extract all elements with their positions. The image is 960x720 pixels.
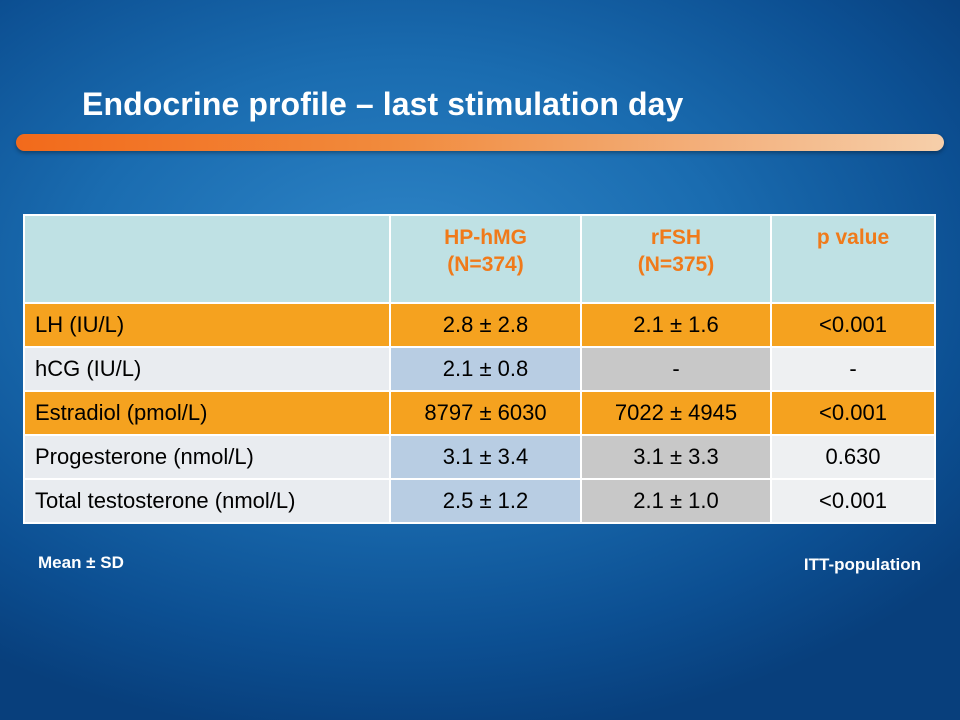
rfsh-value: 7022 ± 4945 bbox=[580, 390, 772, 436]
row-label: Estradiol (pmol/L) bbox=[23, 390, 391, 436]
header-rfsh: rFSH (N=375) bbox=[580, 214, 772, 304]
header-rfsh-name: rFSH bbox=[650, 226, 702, 249]
header-hp-hmg: HP-hMG (N=374) bbox=[389, 214, 582, 304]
hp-hmg-value: 2.5 ± 1.2 bbox=[389, 478, 582, 524]
table-row: Progesterone (nmol/L) 3.1 ± 3.4 3.1 ± 3.… bbox=[23, 434, 936, 480]
rfsh-value: - bbox=[580, 346, 772, 392]
row-label: LH (IU/L) bbox=[23, 302, 391, 348]
row-label: Progesterone (nmol/L) bbox=[23, 434, 391, 480]
p-value: <0.001 bbox=[770, 478, 936, 524]
header-p-value-label: p value bbox=[816, 226, 890, 249]
title-underline-bar bbox=[16, 134, 944, 151]
slide-title: Endocrine profile – last stimulation day bbox=[82, 86, 684, 122]
header-p-value: p value bbox=[770, 214, 936, 304]
rfsh-value: 2.1 ± 1.6 bbox=[580, 302, 772, 348]
header-rfsh-n: (N=375) bbox=[637, 253, 715, 276]
endocrine-profile-table: HP-hMG (N=374) rFSH (N=375) p value LH (… bbox=[23, 214, 936, 524]
rfsh-value: 3.1 ± 3.3 bbox=[580, 434, 772, 480]
footnote-mean-sd: Mean ± SD bbox=[38, 553, 124, 572]
p-value: 0.630 bbox=[770, 434, 936, 480]
header-hp-hmg-n: (N=374) bbox=[447, 253, 524, 276]
header-hp-hmg-name: HP-hMG bbox=[444, 226, 527, 249]
table-header-row: HP-hMG (N=374) rFSH (N=375) p value bbox=[23, 214, 936, 304]
hp-hmg-value: 3.1 ± 3.4 bbox=[389, 434, 582, 480]
table-row: hCG (IU/L) 2.1 ± 0.8 - - bbox=[23, 346, 936, 392]
p-value: <0.001 bbox=[770, 390, 936, 436]
p-value: <0.001 bbox=[770, 302, 936, 348]
rfsh-value: 2.1 ± 1.0 bbox=[580, 478, 772, 524]
table-row: Estradiol (pmol/L) 8797 ± 6030 7022 ± 49… bbox=[23, 390, 936, 436]
footnote-itt-population: ITT-population bbox=[803, 555, 921, 574]
table-row: LH (IU/L) 2.8 ± 2.8 2.1 ± 1.6 <0.001 bbox=[23, 302, 936, 348]
p-value: - bbox=[770, 346, 936, 392]
hp-hmg-value: 2.1 ± 0.8 bbox=[389, 346, 582, 392]
table-row: Total testosterone (nmol/L) 2.5 ± 1.2 2.… bbox=[23, 478, 936, 524]
row-label: Total testosterone (nmol/L) bbox=[23, 478, 391, 524]
row-label: hCG (IU/L) bbox=[23, 346, 391, 392]
hp-hmg-value: 2.8 ± 2.8 bbox=[389, 302, 582, 348]
header-empty-cell bbox=[23, 214, 391, 304]
hp-hmg-value: 8797 ± 6030 bbox=[389, 390, 582, 436]
